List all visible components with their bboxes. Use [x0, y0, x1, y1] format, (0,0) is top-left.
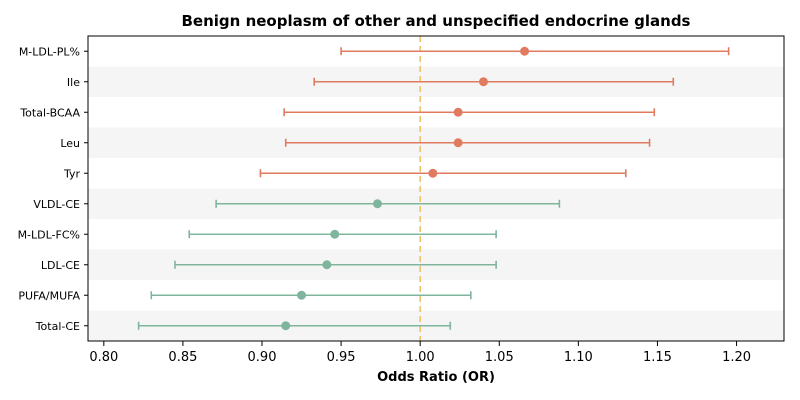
y-tick-label: PUFA/MUFA — [18, 289, 80, 302]
y-tick-labels: M-LDL-PL% Ile Total-BCAA Leu Tyr VLDL-CE M-LDL… — [18, 45, 88, 333]
y-tick-label: M-LDL-FC% — [18, 228, 80, 241]
x-tick-label: 0.85 — [168, 350, 197, 365]
axes — [87, 35, 785, 342]
x-tick-label: 1.20 — [722, 350, 751, 365]
y-tick-label: Ile — [67, 76, 80, 89]
or-point — [453, 138, 463, 148]
or-point — [520, 46, 530, 56]
or-point — [322, 260, 332, 270]
or-point — [428, 168, 438, 178]
x-tick-label: 1.15 — [643, 350, 672, 365]
plot-frame — [87, 35, 785, 342]
or-point — [453, 107, 463, 117]
x-tick-label: 0.95 — [327, 350, 356, 365]
y-tick-label: Leu — [60, 137, 80, 150]
or-point — [372, 199, 382, 209]
or-point — [478, 77, 488, 87]
x-tick-label: 1.10 — [564, 350, 593, 365]
y-tick-label: M-LDL-PL% — [19, 45, 80, 58]
y-tick-label: Total-CE — [35, 320, 80, 333]
or-point — [330, 229, 340, 239]
x-tick-label: 1.00 — [406, 350, 435, 365]
y-tick-label: Total-BCAA — [19, 106, 80, 119]
chart-title: Benign neoplasm of other and unspecified… — [182, 12, 691, 30]
x-tick-label: 1.05 — [485, 350, 514, 365]
x-ticks: 0.80 0.85 0.90 0.95 1.00 1.05 1.10 1.15 1.20 — [89, 341, 751, 365]
x-axis-label: Odds Ratio (OR) — [377, 370, 495, 385]
x-tick-label: 0.90 — [248, 350, 277, 365]
y-tick-label: Tyr — [63, 167, 81, 180]
y-tick-label: VLDL-CE — [33, 198, 80, 211]
data-rows — [137, 46, 730, 331]
or-point — [297, 290, 307, 300]
or-point — [281, 321, 291, 331]
x-tick-label: 0.80 — [89, 350, 118, 365]
y-tick-label: LDL-CE — [41, 259, 80, 272]
